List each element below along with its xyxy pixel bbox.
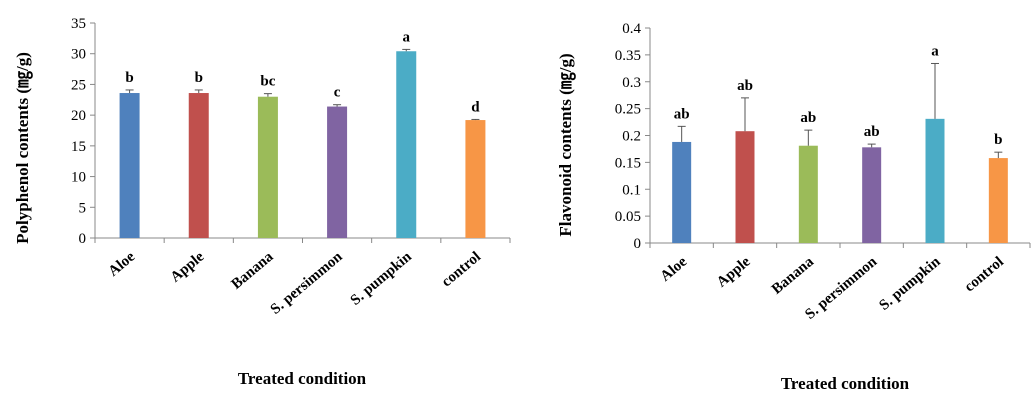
polyphenol-y-tick-label: 25 xyxy=(71,77,86,93)
polyphenol-category-label: Aloe xyxy=(106,249,139,280)
polyphenol-y-axis-title: Polyphenol contents (㎎/g) xyxy=(13,52,34,244)
polyphenol-y-tick-label: 5 xyxy=(79,200,87,216)
flavonoid-chart: Flavonoid contents (㎎/g) Treated conditi… xyxy=(556,21,1031,393)
flavonoid-y-tick-label: 0.4 xyxy=(622,21,641,37)
flavonoid-y-tick-label: 0 xyxy=(634,236,642,252)
polyphenol-chart: Polyphenol contents (㎎/g) Treated condit… xyxy=(13,16,511,388)
flavonoid-significance-label: b xyxy=(994,132,1002,148)
polyphenol-significance-label: d xyxy=(471,99,480,115)
flavonoid-y-tick-label: 0.2 xyxy=(622,129,641,145)
polyphenol-bar xyxy=(257,96,278,238)
flavonoid-significance-label: ab xyxy=(674,106,690,122)
polyphenol-category-label: S. pumpkin xyxy=(348,248,416,308)
flavonoid-bar xyxy=(988,158,1008,243)
flavonoid-bar xyxy=(925,118,945,243)
polyphenol-significance-label: c xyxy=(334,85,341,101)
polyphenol-y-tick-label: 15 xyxy=(71,139,86,155)
flavonoid-category-label: S. pumpkin xyxy=(876,253,944,313)
flavonoid-bar xyxy=(672,141,692,243)
flavonoid-bar xyxy=(798,145,818,243)
flavonoid-category-label: Aloe xyxy=(658,254,691,285)
flavonoid-y-tick-label: 0.05 xyxy=(615,209,641,225)
polyphenol-category-label: S. persimmon xyxy=(268,248,346,317)
flavonoid-significance-label: a xyxy=(931,43,939,59)
flavonoid-y-tick-label: 0.3 xyxy=(622,75,641,91)
flavonoid-y-tick-label: 0.25 xyxy=(615,102,641,118)
polyphenol-bar xyxy=(119,93,140,239)
polyphenol-y-tick-label: 10 xyxy=(71,170,86,186)
flavonoid-significance-label: ab xyxy=(737,78,753,94)
flavonoid-bar xyxy=(862,147,882,243)
flavonoid-bar xyxy=(735,131,755,243)
polyphenol-bar xyxy=(188,93,209,239)
polyphenol-y-tick-label: 35 xyxy=(71,16,86,32)
polyphenol-bar xyxy=(396,51,417,238)
flavonoid-significance-label: ab xyxy=(800,110,816,126)
polyphenol-y-tick-label: 30 xyxy=(71,47,86,63)
polyphenol-category-label: Banana xyxy=(229,248,277,292)
flavonoid-y-tick-label: 0.35 xyxy=(615,48,641,64)
polyphenol-significance-label: a xyxy=(403,29,411,45)
flavonoid-category-label: Apple xyxy=(714,254,754,291)
polyphenol-category-label: control xyxy=(439,249,484,291)
polyphenol-significance-label: b xyxy=(125,70,133,86)
polyphenol-category-label: Apple xyxy=(168,249,208,286)
polyphenol-y-tick-label: 20 xyxy=(71,108,86,124)
polyphenol-bar xyxy=(327,106,348,239)
flavonoid-category-label: control xyxy=(962,254,1007,296)
flavonoid-x-axis-title: Treated condition xyxy=(781,374,910,393)
polyphenol-significance-label: b xyxy=(195,70,203,86)
polyphenol-y-tick-label: 0 xyxy=(79,231,87,247)
polyphenol-x-axis-title: Treated condition xyxy=(238,369,367,388)
flavonoid-y-axis-title: Flavonoid contents (㎎/g) xyxy=(556,53,577,236)
flavonoid-y-tick-label: 0.1 xyxy=(622,182,641,198)
flavonoid-significance-label: ab xyxy=(864,124,880,140)
flavonoid-category-label: Banana xyxy=(769,253,817,297)
polyphenol-significance-label: bc xyxy=(260,74,275,90)
flavonoid-y-tick-label: 0.15 xyxy=(615,155,641,171)
polyphenol-bar xyxy=(465,120,486,238)
